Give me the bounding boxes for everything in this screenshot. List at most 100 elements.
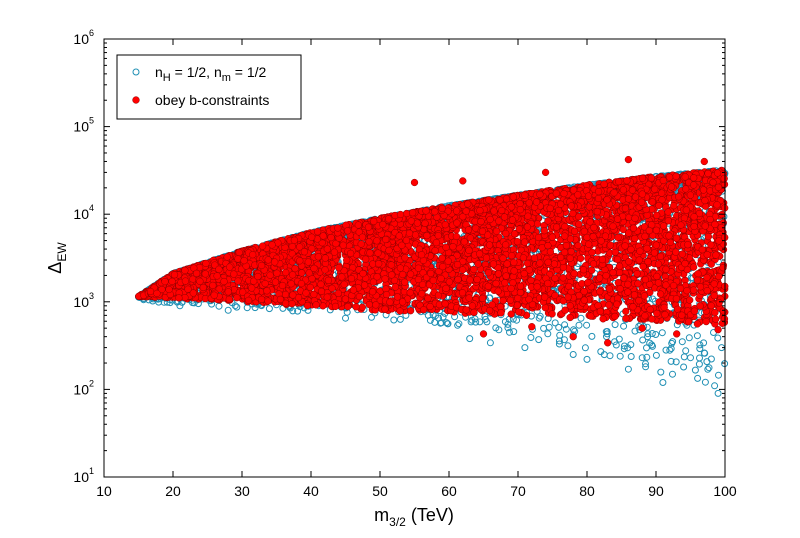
data-point-circle — [714, 334, 722, 342]
data-point-circle — [700, 339, 708, 347]
data-point-circle — [691, 366, 699, 374]
data-point-circle — [555, 340, 563, 348]
data-point-circle — [620, 345, 628, 353]
data-point-circle — [561, 321, 569, 329]
data-point-circle — [667, 357, 675, 365]
data-point-circle — [506, 328, 513, 336]
data-point-circle — [481, 313, 489, 320]
data-point-circle — [704, 365, 712, 373]
data-point-circle — [680, 363, 688, 371]
data-point-circle — [455, 320, 463, 328]
data-point-circle — [368, 313, 375, 321]
data-point-circle — [603, 330, 611, 338]
data-point-circle — [666, 346, 674, 354]
data-point-circle — [700, 349, 708, 357]
data-point-circle — [603, 328, 611, 335]
data-point-circle — [624, 365, 632, 373]
data-point-circle — [642, 363, 650, 371]
data-point-circle — [575, 321, 583, 329]
data-point-circle — [669, 370, 676, 378]
data-point-circle — [705, 364, 713, 372]
data-point-star — [614, 278, 622, 287]
data-point-circle — [657, 368, 665, 376]
data-point-circle — [570, 326, 577, 334]
data-point-circle — [631, 327, 639, 335]
data-point-circle — [612, 341, 620, 349]
data-point-circle — [672, 358, 680, 366]
data-point-circle — [540, 324, 548, 332]
data-point-circle — [696, 354, 703, 362]
data-point-circle — [696, 345, 704, 353]
data-point-circle — [521, 344, 529, 352]
data-point-circle — [696, 341, 704, 349]
data-point-star — [358, 303, 366, 311]
data-point-circle — [443, 319, 450, 327]
data-point-circle — [569, 351, 577, 358]
data-point-circle — [577, 314, 585, 322]
data-point-circle — [687, 354, 694, 362]
data-point-circle — [424, 311, 432, 319]
data-point-circle — [611, 321, 619, 329]
data-point-circle — [439, 313, 447, 321]
data-point-circle — [652, 331, 660, 338]
data-point-circle — [454, 321, 462, 329]
data-point-circle — [648, 330, 656, 337]
data-point-circle — [556, 331, 564, 339]
data-point-circle — [627, 341, 635, 349]
data-point-circle — [616, 352, 624, 360]
data-point-circle — [707, 355, 715, 363]
data-point-circle — [597, 348, 605, 356]
data-point-circle — [658, 329, 666, 337]
data-point-circle — [583, 321, 591, 329]
data-point-circle — [662, 346, 670, 354]
data-point-circle — [562, 325, 570, 333]
data-point-circle — [659, 379, 667, 386]
data-point-circle — [714, 389, 722, 397]
data-point-circle — [644, 330, 652, 338]
data-point-circle — [495, 326, 503, 334]
data-point-circle — [560, 336, 568, 344]
data-point-circle — [581, 344, 589, 352]
data-point-circle — [685, 334, 693, 342]
data-point-circle — [472, 318, 480, 326]
data-point-circle — [342, 314, 349, 322]
data-point-circle — [504, 324, 512, 332]
data-point-circle — [627, 353, 635, 360]
data-point-circle — [711, 382, 719, 390]
data-point-circle — [652, 351, 660, 359]
data-point-circle — [466, 335, 474, 343]
data-point-circle — [544, 330, 552, 338]
data-point-circle — [233, 303, 241, 311]
data-point-circle — [606, 352, 614, 360]
data-point-circle — [715, 371, 722, 379]
data-point-circle — [693, 332, 701, 340]
data-point-circle — [644, 333, 652, 341]
data-point-circle — [444, 320, 452, 328]
data-point-circle — [588, 332, 596, 340]
data-point-circle — [536, 312, 544, 320]
data-point-circle — [564, 342, 572, 350]
data-point-circle — [638, 354, 646, 362]
data-point-circle — [649, 342, 656, 350]
data-point-circle — [583, 355, 591, 363]
data-point-star — [507, 310, 515, 318]
data-point-circle — [527, 334, 535, 341]
data-point-circle — [694, 374, 702, 382]
data-point-circle — [486, 339, 494, 347]
data-point-circle — [639, 336, 647, 344]
points-layer — [135, 155, 729, 397]
data-point-circle — [551, 319, 559, 327]
data-point-circle — [224, 306, 232, 314]
data-point-circle — [620, 322, 628, 330]
data-point-circle — [643, 353, 651, 361]
data-point-circle — [390, 316, 398, 324]
data-point-circle — [431, 318, 439, 326]
data-point-circle — [642, 360, 649, 368]
data-point-circle — [701, 378, 709, 386]
data-point-circle — [555, 323, 563, 331]
data-point-circle — [668, 339, 676, 347]
data-point-circle — [678, 338, 686, 346]
data-point-circle — [510, 328, 518, 336]
data-point-star — [352, 303, 360, 311]
